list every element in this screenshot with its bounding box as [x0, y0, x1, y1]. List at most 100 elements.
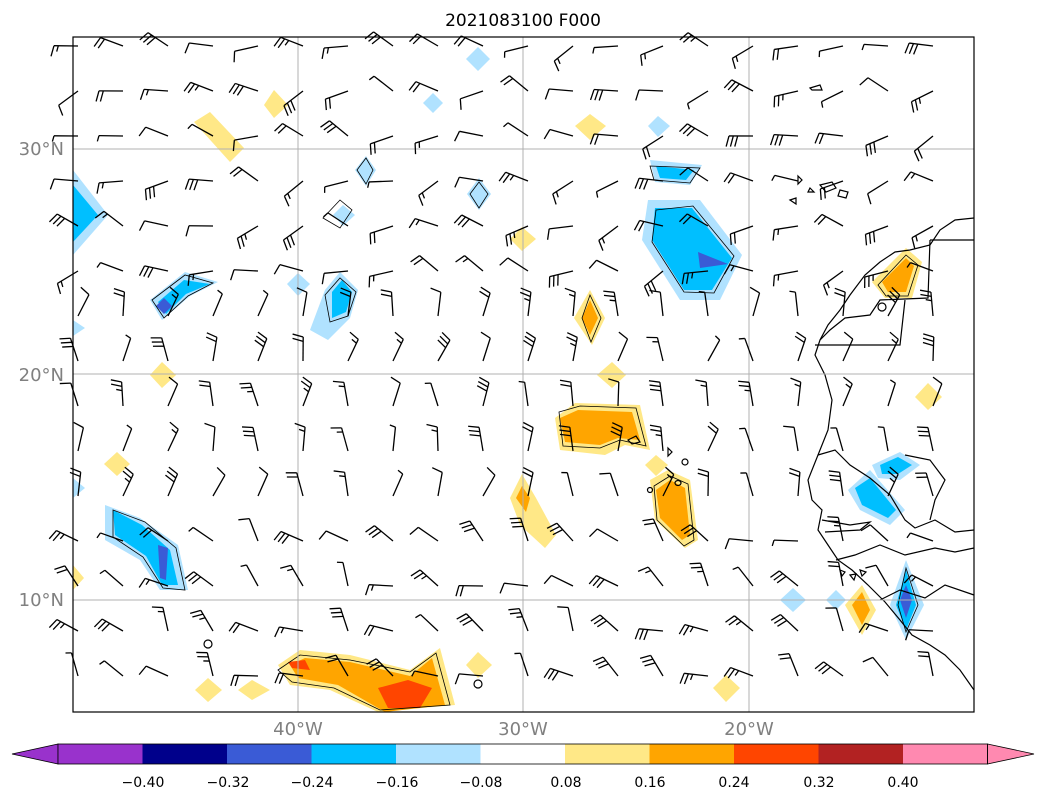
wind-barb	[204, 422, 216, 452]
longitude-labels: 40°W 30°W 20°W	[273, 719, 774, 740]
colorbar-swatch	[480, 744, 566, 764]
wind-barbs	[48, 31, 943, 687]
wind-barb	[864, 225, 889, 246]
wind-barb	[205, 332, 218, 362]
lat-label-10n: 10°N	[19, 590, 64, 611]
wind-barb	[392, 331, 404, 362]
wind-barb	[814, 132, 844, 145]
wind-barb	[842, 376, 853, 407]
wind-barb	[859, 77, 889, 92]
wind-barb	[546, 522, 574, 542]
wind-barb	[724, 538, 754, 550]
wind-barb	[430, 287, 442, 317]
wind-barb	[459, 90, 484, 110]
positive-anomaly-blob	[288, 660, 310, 670]
wind-barb	[282, 225, 304, 251]
wind-barb	[366, 658, 394, 677]
negative-anomaly-blob	[656, 166, 694, 180]
islands	[203, 84, 887, 689]
map-panel	[48, 31, 975, 713]
wind-barb	[695, 379, 709, 407]
map-frame	[72, 36, 975, 713]
wind-barb	[566, 332, 578, 362]
wind-barb	[188, 526, 214, 542]
wind-barb	[603, 290, 619, 317]
wind-barb	[818, 45, 844, 58]
negative-anomaly-blob	[332, 280, 352, 318]
negative-anomaly-blob	[855, 478, 896, 518]
wind-barb	[58, 90, 79, 116]
wind-barb	[588, 575, 619, 589]
wind-barb	[196, 651, 214, 677]
wind-barb	[707, 335, 721, 362]
wind-barb	[110, 379, 124, 407]
wind-barb	[48, 529, 79, 542]
wind-barb	[500, 75, 529, 92]
wind-barb	[865, 564, 889, 587]
wind-barb	[59, 382, 79, 407]
wind-barb	[189, 609, 214, 632]
wind-barb	[867, 180, 889, 205]
wind-barb	[828, 470, 844, 497]
wind-barb	[232, 135, 259, 152]
wind-barb	[707, 421, 719, 452]
wind-barb	[151, 606, 169, 632]
wind-barb	[508, 607, 529, 632]
wind-barb	[96, 261, 124, 272]
positive-anomaly-blob	[575, 114, 606, 140]
wind-barb	[608, 378, 620, 407]
wind-barb	[229, 166, 259, 182]
positive-anomaly-blob	[656, 480, 690, 540]
lon-label-30w: 30°W	[498, 719, 548, 740]
colorbar-swatch	[396, 744, 481, 764]
wind-barb	[771, 174, 799, 182]
wind-barb	[637, 566, 664, 587]
wind-barb	[678, 213, 709, 227]
wind-barb	[230, 269, 259, 281]
wind-barb	[49, 178, 79, 190]
colorbar-extend-min	[11, 743, 59, 765]
wind-barb	[680, 524, 709, 542]
negative-anomaly-blob	[156, 298, 172, 314]
wind-barb	[184, 42, 214, 54]
wind-barb	[96, 134, 124, 142]
wind-barb	[453, 214, 484, 228]
wind-barb	[365, 525, 394, 542]
coastlines	[807, 217, 975, 691]
negative-anomaly-blob	[466, 47, 490, 71]
colorbar-label: −0.16	[376, 775, 419, 791]
wind-barb	[273, 264, 304, 275]
wind-barb	[922, 333, 935, 362]
wind-barb	[862, 656, 889, 677]
wind-barb	[138, 577, 169, 588]
wind-barb	[564, 287, 576, 317]
wind-barb	[634, 628, 664, 641]
wind-barb	[323, 180, 349, 193]
wind-barb	[865, 135, 889, 157]
positive-anomaly-blob	[582, 300, 598, 335]
wind-barb	[329, 607, 349, 632]
wind-barb	[167, 286, 179, 317]
wind-barb	[241, 426, 259, 452]
wind-barb	[503, 45, 529, 58]
wind-barb	[887, 331, 899, 362]
wind-barb	[283, 90, 304, 117]
senegal-border	[817, 449, 975, 533]
wind-barb	[93, 618, 124, 632]
wind-barb	[138, 265, 169, 278]
wind-barb	[543, 128, 574, 140]
wind-barb	[257, 466, 269, 497]
wind-barb	[861, 43, 889, 51]
wind-barb	[505, 225, 529, 247]
wind-barb	[367, 180, 394, 188]
colorbar-label: −0.32	[207, 775, 250, 791]
wind-barb	[390, 376, 401, 407]
wind-barb	[426, 423, 439, 452]
wind-barb	[139, 32, 169, 47]
wind-barb	[150, 337, 169, 362]
gambia-border	[821, 519, 873, 533]
wind-barb	[904, 42, 934, 55]
wind-barb	[228, 621, 259, 634]
wind-barb	[739, 427, 754, 452]
